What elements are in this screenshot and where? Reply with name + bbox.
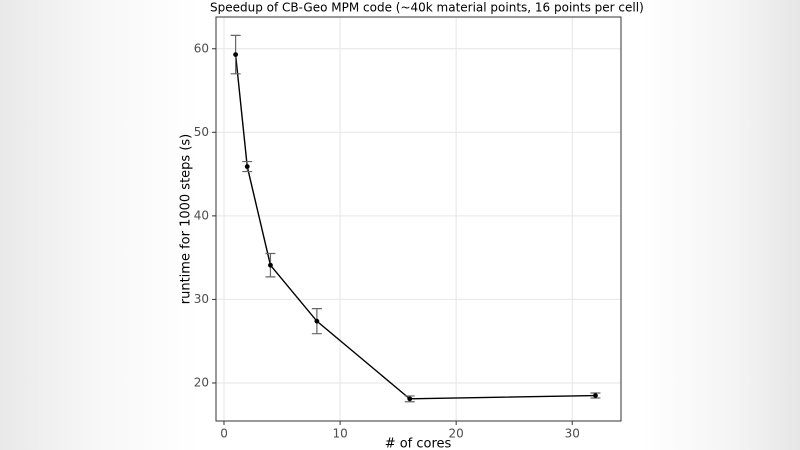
y-tick-label: 40: [194, 208, 209, 222]
plot-panel: [216, 17, 621, 421]
plot-border: [215, 16, 622, 422]
x-tick-label: 30: [565, 427, 580, 441]
x-tick-label: 0: [220, 427, 228, 441]
y-tick-label: 20: [194, 375, 209, 389]
data-point: [244, 164, 250, 169]
data-point: [233, 52, 239, 58]
chart-title: Speedup of CB-Geo MPM code (~40k materia…: [210, 1, 644, 15]
y-tick-label: 60: [194, 41, 209, 55]
data-point: [268, 262, 273, 268]
y-axis-label: runtime for 1000 steps (s): [179, 134, 194, 305]
grid: [216, 17, 621, 421]
x-axis-label: # of cores: [385, 437, 452, 450]
y-tick-label: 30: [194, 292, 209, 306]
marks: [230, 34, 601, 403]
data-point: [407, 396, 413, 402]
data-point: [314, 318, 320, 324]
x-tick-label: 20: [449, 427, 464, 441]
data-line: [234, 54, 596, 400]
y-tick-label: 50: [194, 125, 209, 139]
x-tick-label: 10: [332, 427, 347, 441]
data-point: [593, 393, 598, 398]
